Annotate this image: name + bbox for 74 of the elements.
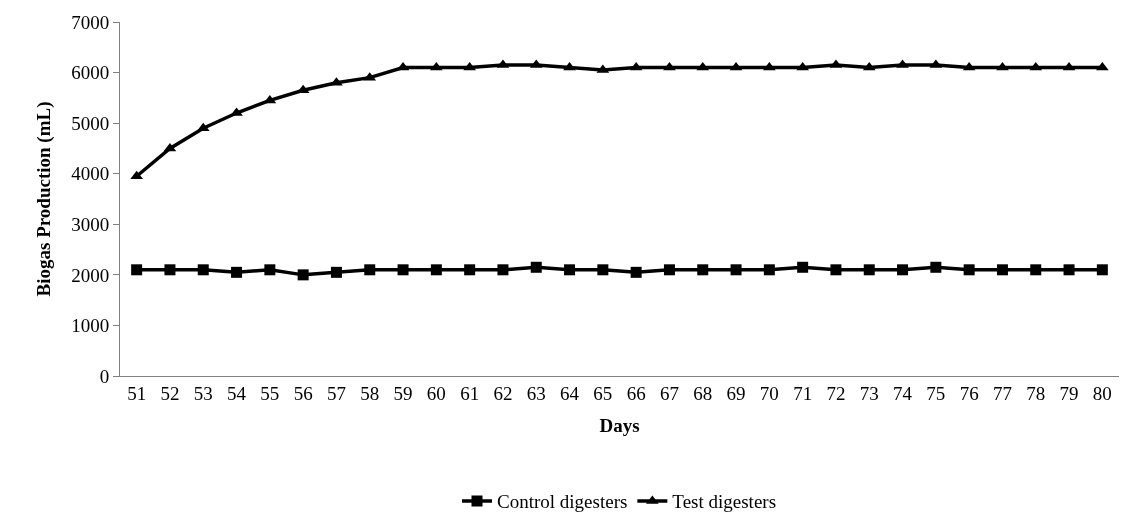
x-tick-label: 54 <box>227 382 247 404</box>
point <box>464 264 476 276</box>
point <box>1030 264 1042 276</box>
point <box>430 264 442 276</box>
point <box>330 266 342 278</box>
point <box>996 264 1008 276</box>
x-tick-label: 63 <box>526 382 546 404</box>
point <box>231 266 243 278</box>
y-axis-title: Biogas Production (mL) <box>33 101 56 297</box>
x-tick-label: 73 <box>859 382 879 404</box>
y-tick-label: 4000 <box>71 163 110 185</box>
point <box>863 264 875 276</box>
x-tick-label: 64 <box>560 382 580 404</box>
x-tick-label: 62 <box>493 382 513 404</box>
x-tick-label: 58 <box>360 382 380 404</box>
x-tick-label: 79 <box>1059 382 1079 404</box>
point <box>697 264 709 276</box>
point <box>164 264 176 276</box>
point <box>297 269 309 281</box>
point <box>364 264 376 276</box>
x-tick-label: 76 <box>959 382 979 404</box>
y-tick-label: 2000 <box>71 264 110 286</box>
x-tick-label: 74 <box>893 382 913 404</box>
point <box>630 266 642 278</box>
x-tick-label: 59 <box>393 382 413 404</box>
point <box>963 264 975 276</box>
point <box>264 264 276 276</box>
x-tick-label: 51 <box>127 382 147 404</box>
legend-label: Control digesters <box>497 491 628 513</box>
legend-label: Test digesters <box>672 491 777 513</box>
point <box>263 94 277 104</box>
x-axis-title: Days <box>599 414 640 436</box>
x-tick-label: 72 <box>826 382 846 404</box>
y-tick-label: 3000 <box>71 213 110 235</box>
x-tick-label: 80 <box>1092 382 1112 404</box>
point <box>197 264 209 276</box>
x-tick-label: 56 <box>293 382 313 404</box>
y-tick-label: 5000 <box>71 112 110 134</box>
x-tick-label: 66 <box>626 382 646 404</box>
point <box>930 261 942 273</box>
point <box>1096 264 1108 276</box>
y-tick-label: 7000 <box>71 11 110 33</box>
point <box>597 264 609 276</box>
point <box>131 264 143 276</box>
point <box>497 264 509 276</box>
x-tick-label: 52 <box>160 382 180 404</box>
x-tick-label: 77 <box>992 382 1012 404</box>
point <box>663 264 675 276</box>
x-tick-label: 68 <box>693 382 713 404</box>
x-tick-label: 60 <box>426 382 446 404</box>
x-tick-label: 69 <box>726 382 746 404</box>
point <box>897 264 909 276</box>
point <box>797 261 809 273</box>
x-tick-label: 67 <box>659 382 679 404</box>
x-tick-label: 71 <box>793 382 813 404</box>
point <box>397 264 409 276</box>
y-tick-label: 1000 <box>71 315 110 337</box>
x-tick-label: 61 <box>460 382 480 404</box>
y-tick-label: 0 <box>99 365 110 387</box>
x-tick-label: 70 <box>759 382 779 404</box>
point <box>763 264 775 276</box>
x-tick-label: 53 <box>193 382 213 404</box>
point <box>163 142 177 152</box>
x-tick-label: 57 <box>326 382 346 404</box>
point <box>530 261 542 273</box>
x-tick-label: 75 <box>926 382 946 404</box>
y-tick-label: 6000 <box>71 62 110 84</box>
x-tick-label: 78 <box>1026 382 1046 404</box>
point <box>730 264 742 276</box>
point <box>1063 264 1075 276</box>
x-tick-label: 65 <box>593 382 613 404</box>
point <box>564 264 576 276</box>
x-tick-label: 55 <box>260 382 280 404</box>
point <box>830 264 842 276</box>
